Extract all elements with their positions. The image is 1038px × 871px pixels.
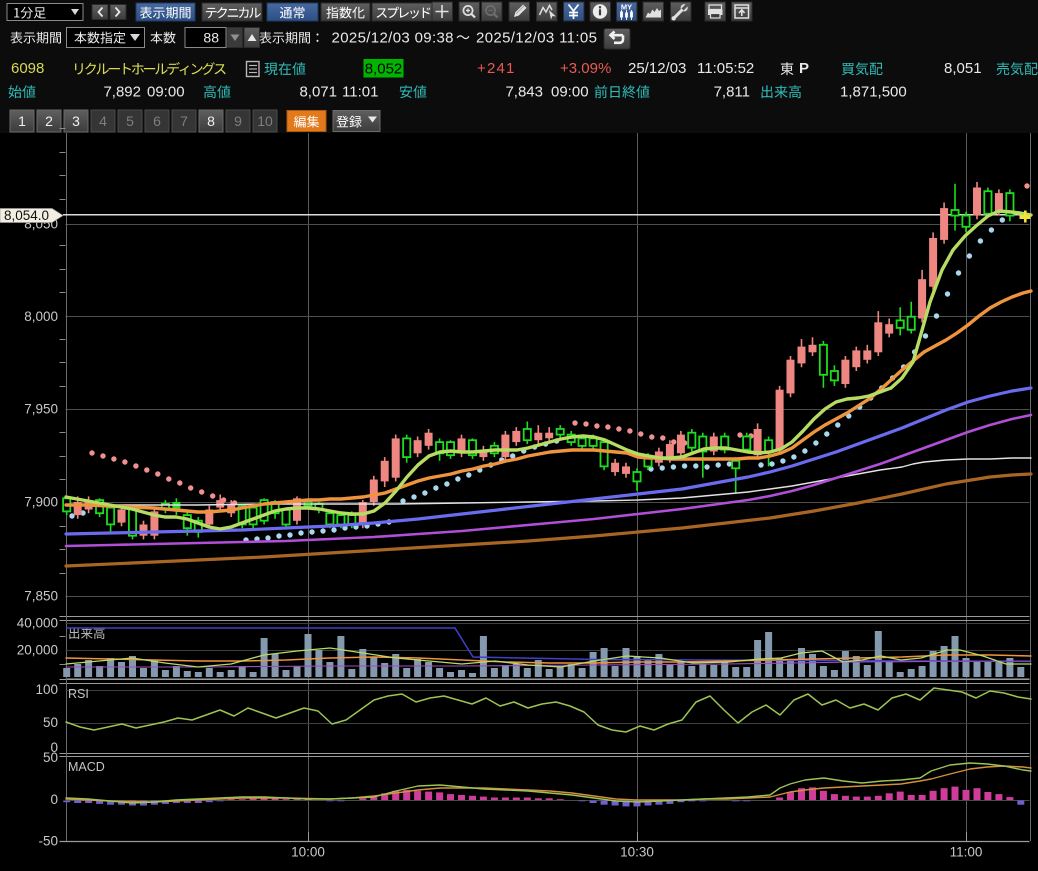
svg-text:8,071: 8,071 [299,84,337,101]
svg-text:7,811: 7,811 [714,84,750,101]
svg-text:7,950: 7,950 [24,402,58,417]
svg-text:6: 6 [153,113,161,129]
svg-text:-50: -50 [38,834,58,849]
svg-text:3: 3 [72,113,80,129]
svg-text:+241: +241 [477,60,516,77]
svg-text:25/12/03: 25/12/03 [628,60,686,77]
svg-text:88: 88 [203,30,219,46]
svg-text:11:01: 11:01 [342,84,378,101]
svg-text:10:30: 10:30 [620,845,654,860]
svg-text:0: 0 [50,740,58,755]
svg-text:+3.09%: +3.09% [560,60,611,77]
svg-text:2: 2 [45,113,53,129]
svg-text:7,843: 7,843 [505,84,543,101]
svg-text:0: 0 [50,792,58,807]
svg-text:100: 100 [35,682,58,697]
svg-text:8,052: 8,052 [365,61,403,78]
svg-text:8,054.0: 8,054.0 [4,208,49,223]
svg-text:2025/12/03 09:38: 2025/12/03 09:38 [332,30,454,47]
svg-text:MACD: MACD [68,760,105,774]
svg-text:7,900: 7,900 [24,495,58,510]
svg-text:09:00: 09:00 [551,84,589,101]
svg-text:9: 9 [234,113,242,129]
svg-text:7: 7 [180,113,188,129]
svg-text:7,892: 7,892 [103,84,141,101]
svg-text:7,850: 7,850 [24,589,58,604]
svg-text:10: 10 [257,113,273,129]
svg-text:8,051: 8,051 [944,60,982,77]
svg-text:5: 5 [126,113,134,129]
svg-text:RSI: RSI [68,687,89,701]
svg-text:50: 50 [43,750,58,765]
svg-text:11:05:52: 11:05:52 [697,60,754,77]
svg-text:1,871,500: 1,871,500 [840,84,907,101]
svg-text:MY: MY [621,3,632,12]
svg-text:20,000: 20,000 [17,643,58,658]
svg-text:8,000: 8,000 [24,309,58,324]
svg-text:40,000: 40,000 [17,616,58,631]
svg-text:P: P [799,60,809,77]
svg-text:6098: 6098 [11,60,44,77]
svg-text:10:00: 10:00 [291,845,325,860]
svg-text:8: 8 [207,113,215,129]
svg-text:1: 1 [18,113,26,129]
svg-text:50: 50 [43,715,58,730]
svg-text:2025/12/03 11:05: 2025/12/03 11:05 [476,30,597,47]
svg-text:4: 4 [99,113,107,129]
svg-text:09:00: 09:00 [147,84,185,101]
svg-text:11:00: 11:00 [950,845,983,860]
